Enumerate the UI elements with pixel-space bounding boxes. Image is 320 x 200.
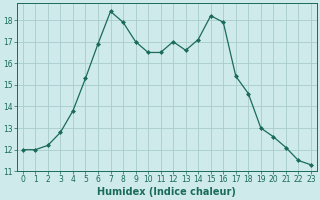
- X-axis label: Humidex (Indice chaleur): Humidex (Indice chaleur): [98, 187, 236, 197]
